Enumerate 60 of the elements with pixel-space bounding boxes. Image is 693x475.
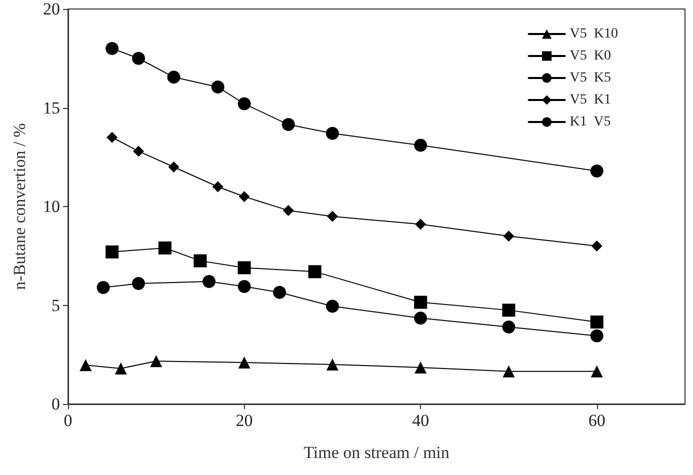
y-tick-label: 20 [43,0,60,18]
point [502,304,516,317]
point [194,254,207,268]
legend-label: V5 K5 [570,70,612,86]
point [326,210,338,222]
point [590,164,604,178]
point [414,138,428,152]
y-tick-label: 0 [52,394,60,414]
point [238,261,251,274]
y-tick-label: 15 [43,98,60,118]
point [273,286,286,299]
legend-label: V5 K1 [570,92,612,108]
point [590,365,603,378]
point [590,316,604,329]
legend-label: V5 K10 [570,26,618,42]
point [502,320,516,334]
y-axis-title: n-Butane convertion / % [10,123,29,290]
point [415,218,426,230]
point [132,277,146,290]
x-tick-label: 0 [64,411,72,430]
point [282,204,294,216]
x-axis-title: Time on stream / min [304,443,450,462]
point [106,132,118,143]
point [503,230,514,242]
point [114,362,127,374]
x-tick-label: 20 [236,411,253,430]
point [212,181,224,192]
point [133,146,144,157]
point [202,275,216,288]
legend-label: K1 V5 [570,114,611,130]
point [167,70,180,84]
point [238,191,250,202]
point [502,365,515,378]
point [238,280,251,293]
point [414,361,427,374]
point [150,355,162,368]
point [591,240,602,252]
point [590,329,604,342]
y-tick-label: 10 [43,197,60,216]
point [106,42,119,55]
point [168,162,180,172]
legend-label: V5 K0 [570,48,612,64]
point [132,52,146,65]
point [326,126,339,140]
point [238,97,251,110]
point [308,265,322,278]
x-tick-label: 40 [412,411,430,430]
point [238,356,250,369]
point [106,245,119,258]
point [414,312,428,325]
y-tick-label: 5 [52,296,60,315]
x-tick-label: 60 [588,411,606,430]
point [414,296,428,309]
point [211,80,224,94]
point [80,359,92,372]
point [326,358,338,370]
point [282,118,295,132]
point [326,300,339,313]
point [158,241,172,254]
point [96,280,110,294]
